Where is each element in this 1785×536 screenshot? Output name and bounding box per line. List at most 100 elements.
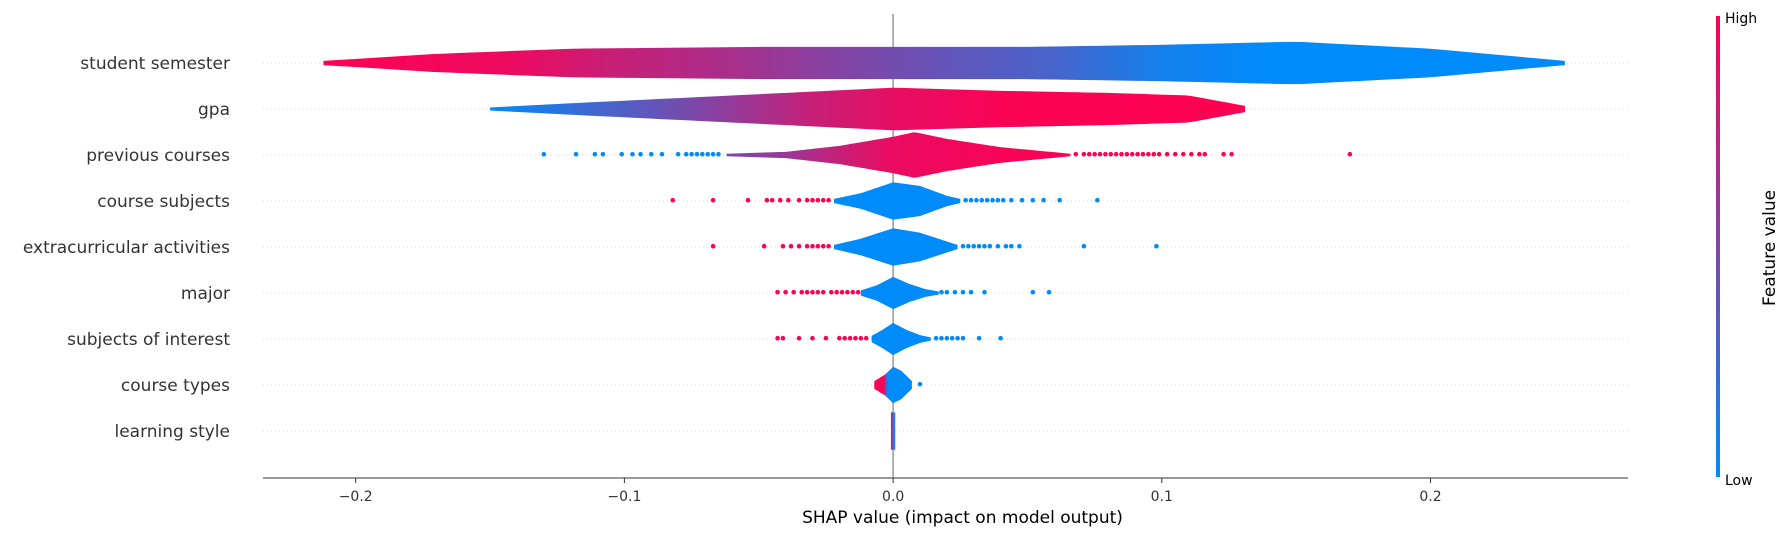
outlier-point	[1221, 151, 1226, 157]
outlier-point	[949, 335, 955, 341]
outlier-point	[1086, 151, 1092, 157]
outlier-point	[823, 335, 829, 341]
outlier-point	[815, 289, 821, 295]
outlier-point	[968, 197, 974, 203]
outlier-point	[845, 289, 850, 295]
outlier-point	[573, 151, 579, 157]
outlier-point	[1135, 151, 1140, 157]
outlier-point	[820, 289, 826, 295]
violin-gpa	[490, 87, 1246, 131]
outlier-point	[683, 151, 689, 157]
outlier-point	[796, 197, 802, 203]
feature-label: student semester	[80, 54, 230, 74]
outlier-point	[630, 151, 635, 157]
outlier-point	[1164, 151, 1170, 157]
outlier-point	[804, 243, 810, 249]
outlier-point	[829, 289, 834, 295]
outlier-point	[1129, 151, 1135, 157]
outlier-point	[799, 289, 805, 295]
outlier-point	[761, 243, 767, 249]
outlier-point	[764, 197, 770, 203]
feature-labels: student semester gpa previous courses cours…	[23, 54, 230, 442]
outlier-point	[842, 335, 848, 341]
outlier-point	[917, 381, 923, 387]
outlier-point	[944, 289, 950, 295]
x-tick-label: 0.0	[882, 489, 904, 505]
outlier-point	[971, 243, 977, 249]
outlier-point	[1073, 151, 1079, 157]
outlier-point	[783, 289, 788, 295]
violin-course-subjects	[833, 182, 961, 220]
outlier-point	[955, 335, 960, 341]
outlier-point	[960, 243, 966, 249]
colorbar: High Low Feature value	[1716, 11, 1780, 489]
outlier-point	[858, 335, 864, 341]
outlier-point	[694, 151, 700, 157]
outlier-point	[1017, 243, 1022, 249]
outlier-point	[976, 335, 982, 341]
violin-learning-style	[890, 412, 896, 450]
outlier-point	[777, 197, 783, 203]
outlier-point	[853, 335, 858, 341]
outlier-point	[810, 243, 815, 249]
violin-student-semester	[323, 41, 1565, 85]
feature-label: gpa	[198, 100, 230, 120]
outlier-point	[984, 197, 990, 203]
outlier-point	[939, 335, 944, 341]
outlier-point	[998, 335, 1003, 341]
outlier-point	[659, 151, 665, 157]
outlier-point	[600, 151, 606, 157]
outlier-point	[850, 289, 856, 295]
outlier-point	[810, 197, 815, 203]
outlier-point	[1124, 151, 1130, 157]
outlier-point	[1081, 243, 1087, 249]
outlier-point	[619, 151, 625, 157]
violin-course-types	[874, 366, 912, 404]
outlier-point	[804, 289, 810, 295]
outlier-point	[1156, 151, 1162, 157]
outlier-point	[826, 243, 831, 249]
outlier-point	[982, 243, 987, 249]
outlier-point	[675, 151, 681, 157]
feature-label: learning style	[114, 422, 230, 442]
outlier-point	[1000, 197, 1006, 203]
outlier-point	[1202, 151, 1208, 157]
outlier-point	[974, 197, 979, 203]
x-axis-title: SHAP value (impact on model output)	[802, 508, 1123, 528]
outlier-point	[788, 243, 794, 249]
outlier-point	[1347, 151, 1353, 157]
outlier-point	[710, 197, 716, 203]
outlier-point	[1103, 151, 1108, 157]
outlier-point	[1041, 197, 1046, 203]
outlier-point	[804, 197, 810, 203]
outlier-point	[837, 335, 842, 341]
violin-previous-courses	[726, 132, 1071, 178]
outlier-point	[855, 289, 861, 295]
outlier-point	[791, 289, 796, 295]
outlier-point	[826, 197, 831, 203]
outlier-point	[1030, 289, 1036, 295]
outlier-point	[1108, 151, 1114, 157]
outlier-point	[638, 151, 643, 157]
outlier-point	[648, 151, 654, 157]
x-axis: −0.2 −0.1 0.0 0.1 0.2	[263, 477, 1628, 505]
outlier-point	[1181, 151, 1186, 157]
outlier-point	[786, 197, 791, 203]
violin-group	[323, 41, 1565, 450]
outlier-point	[847, 335, 853, 341]
outlier-point	[976, 243, 982, 249]
outlier-point	[710, 243, 716, 249]
violin-subjects-of-interest	[871, 322, 931, 356]
outlier-point	[670, 197, 676, 203]
x-tick-label: −0.2	[339, 489, 373, 505]
outlier-point	[1003, 243, 1009, 249]
outlier-point	[710, 151, 716, 157]
feature-label: extracurricular activities	[23, 238, 230, 258]
outlier-point	[780, 243, 786, 249]
outlier-point	[1189, 151, 1194, 157]
outlier-point	[995, 243, 1001, 249]
feature-label: course subjects	[97, 192, 230, 212]
colorbar-gradient	[1716, 16, 1720, 477]
outlier-point	[1095, 197, 1100, 203]
outlier-point	[960, 289, 966, 295]
